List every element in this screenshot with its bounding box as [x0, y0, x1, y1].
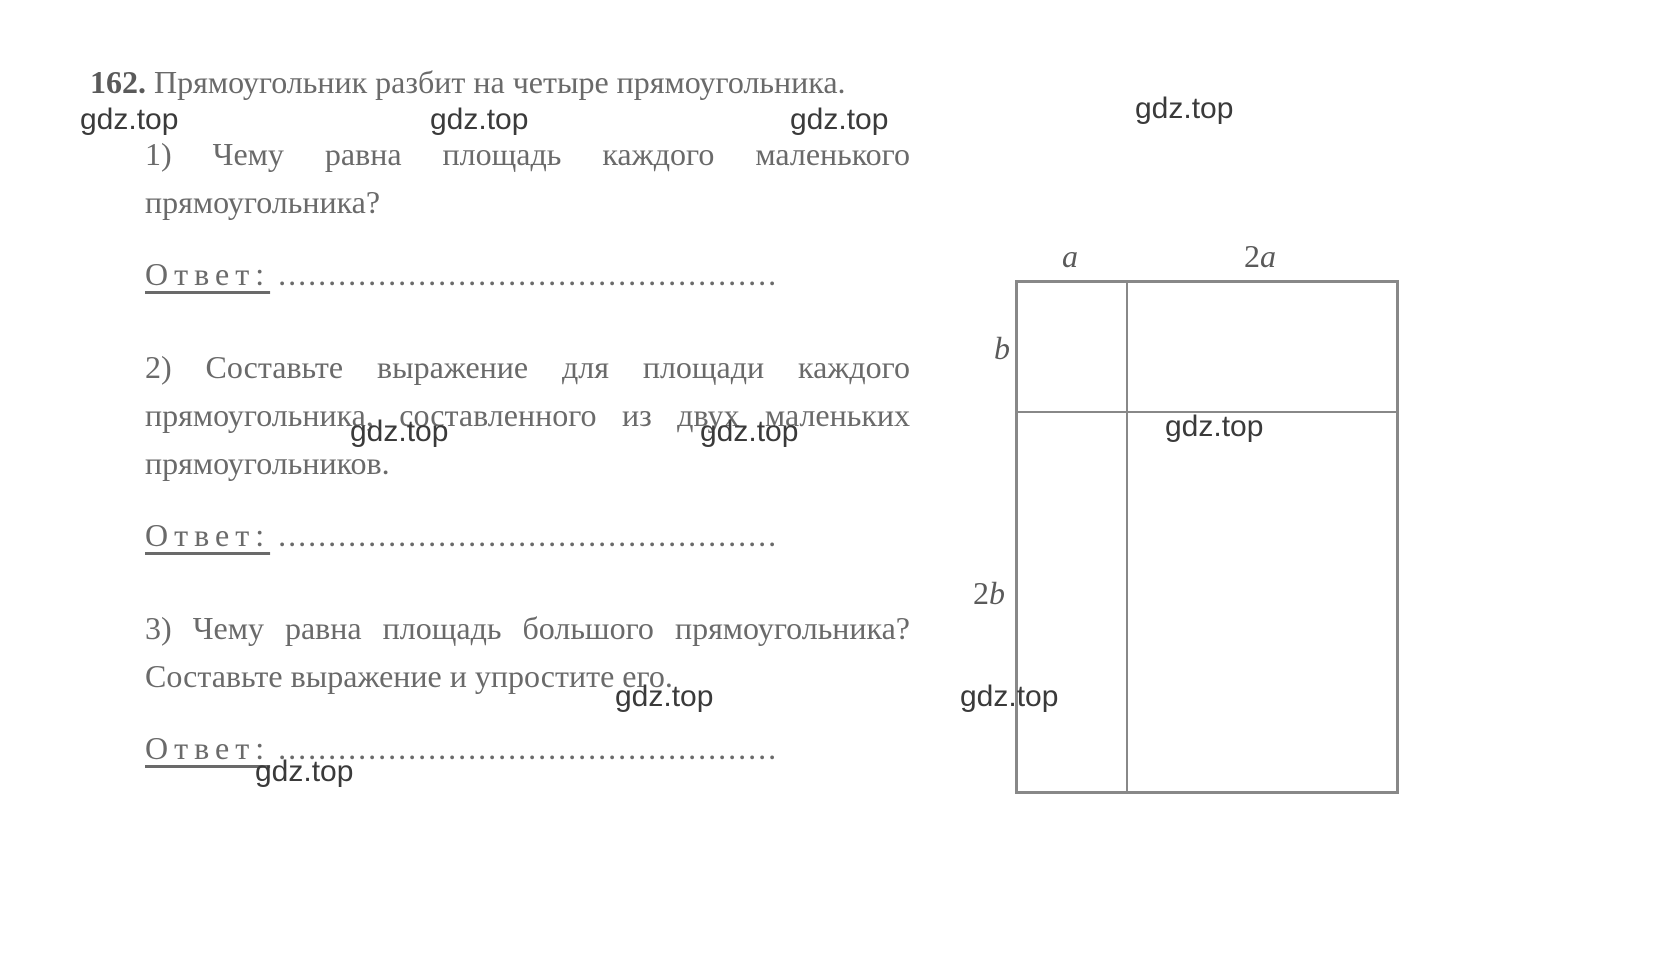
watermark-text: gdz.top — [80, 103, 178, 137]
question-1-text: 1) Чему равна площадь каждого маленького… — [145, 130, 910, 226]
label-2b-num: 2 — [973, 575, 989, 611]
text-column: 1) Чему равна площадь каждого маленького… — [90, 130, 910, 817]
label-2b-var: b — [989, 575, 1005, 611]
rectangle-grid — [1015, 280, 1399, 794]
grid-wrapper: b 2b — [950, 280, 1399, 794]
watermark-text: gdz.top — [255, 755, 353, 789]
answer-label: Ответ: — [145, 517, 270, 553]
answer-line-1: Ответ: .................................… — [145, 256, 910, 293]
cell-bottom-left — [1017, 412, 1127, 792]
watermark-text: gdz.top — [700, 415, 798, 449]
page-content: 162. Прямоугольник разбит на четыре прям… — [90, 60, 1613, 817]
diagram-top-labels: a 2a — [1015, 238, 1395, 275]
answer-label: Ответ: — [145, 730, 270, 766]
watermark-text: gdz.top — [615, 680, 713, 714]
label-a: a — [1015, 238, 1125, 275]
label-b: b — [950, 330, 1010, 367]
cell-bottom-right — [1127, 412, 1397, 792]
cell-top-left — [1017, 282, 1127, 412]
watermark-text: gdz.top — [350, 415, 448, 449]
watermark-text: gdz.top — [1165, 410, 1263, 444]
label-2a-num: 2 — [1244, 238, 1260, 274]
answer-line-2: Ответ: .................................… — [145, 517, 910, 554]
cell-top-right — [1127, 282, 1397, 412]
watermark-text: gdz.top — [1135, 92, 1233, 126]
answer-dots: ........................................… — [278, 517, 778, 553]
diagram-column: a 2a b 2b — [950, 280, 1399, 817]
watermark-text: gdz.top — [960, 680, 1058, 714]
label-2a: 2a — [1125, 238, 1395, 275]
watermark-text: gdz.top — [790, 103, 888, 137]
problem-title: Прямоугольник разбит на четыре прямоугол… — [154, 64, 846, 100]
problem-header: 162. Прямоугольник разбит на четыре прям… — [90, 60, 1613, 105]
main-section: 1) Чему равна площадь каждого маленького… — [90, 130, 1613, 817]
problem-number: 162. — [90, 64, 146, 100]
question-1-block: 1) Чему равна площадь каждого маленького… — [145, 130, 910, 293]
answer-dots: ........................................… — [278, 256, 778, 292]
label-2b: 2b — [935, 575, 1005, 612]
question-3-text: 3) Чему равна площадь большого прямоугол… — [145, 604, 910, 700]
watermark-text: gdz.top — [430, 103, 528, 137]
question-3-block: 3) Чему равна площадь большого прямоугол… — [145, 604, 910, 767]
label-2a-var: a — [1260, 238, 1276, 274]
answer-label: Ответ: — [145, 256, 270, 292]
